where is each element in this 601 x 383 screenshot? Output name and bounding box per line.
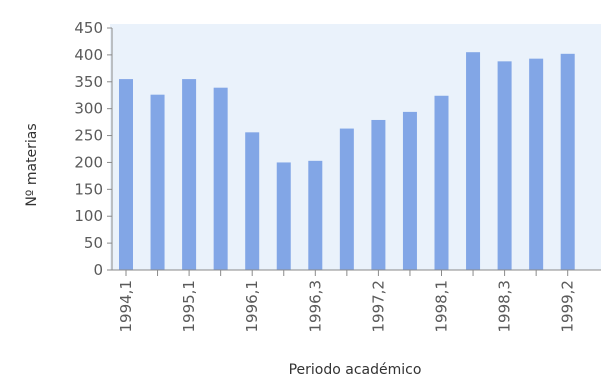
x-axis: 1994,1 1995,1 1996,1 1996,3 1997,2 1998,1 1998… <box>112 270 601 333</box>
y-axis: 0 50 100 150 200 250 300 350 400 450 <box>74 19 112 279</box>
y-tick-label: 300 <box>74 100 103 118</box>
bar-1996-1 <box>245 132 259 270</box>
x-tick-label: 1998,3 <box>496 280 514 333</box>
bar-1994-2 <box>151 95 165 270</box>
bar-1996-2 <box>277 162 291 270</box>
x-tick-label: 1995,1 <box>180 280 198 333</box>
bar-1998-2 <box>466 52 480 270</box>
x-tick-label: 1998,1 <box>433 280 451 333</box>
bar-1999-1 <box>529 59 543 270</box>
y-tick-label: 350 <box>74 73 103 91</box>
x-tick-label: 1994,1 <box>117 280 135 333</box>
x-tick-label: 1996,3 <box>306 280 324 333</box>
y-tick-label: 250 <box>74 127 103 145</box>
bar-1998-1 <box>435 96 449 270</box>
y-tick-label: 100 <box>74 207 103 225</box>
bar-1995-2 <box>214 88 228 270</box>
bar-1995-1 <box>182 79 196 270</box>
y-axis-title: Nº materias <box>24 123 40 206</box>
x-tick-label: 1997,2 <box>369 280 387 333</box>
bar-1997-1 <box>340 129 354 270</box>
y-tick-label: 450 <box>74 19 103 37</box>
x-tick-label: 1999,2 <box>559 280 577 333</box>
y-tick-label: 50 <box>84 234 103 252</box>
y-tick-label: 200 <box>74 153 103 171</box>
bar-1998-3 <box>498 61 512 270</box>
bar-1999-2 <box>561 54 575 270</box>
bar-1994-1 <box>119 79 133 270</box>
bar-1996-3 <box>308 161 322 270</box>
y-tick-label: 150 <box>74 180 103 198</box>
y-tick-label: 400 <box>74 46 103 64</box>
bar-1997-2 <box>371 120 385 270</box>
x-tick-label: 1996,1 <box>243 280 261 333</box>
y-tick-label: 0 <box>93 261 103 279</box>
x-axis-title: Periodo académico <box>289 362 422 378</box>
bar-1997-3 <box>403 112 417 270</box>
